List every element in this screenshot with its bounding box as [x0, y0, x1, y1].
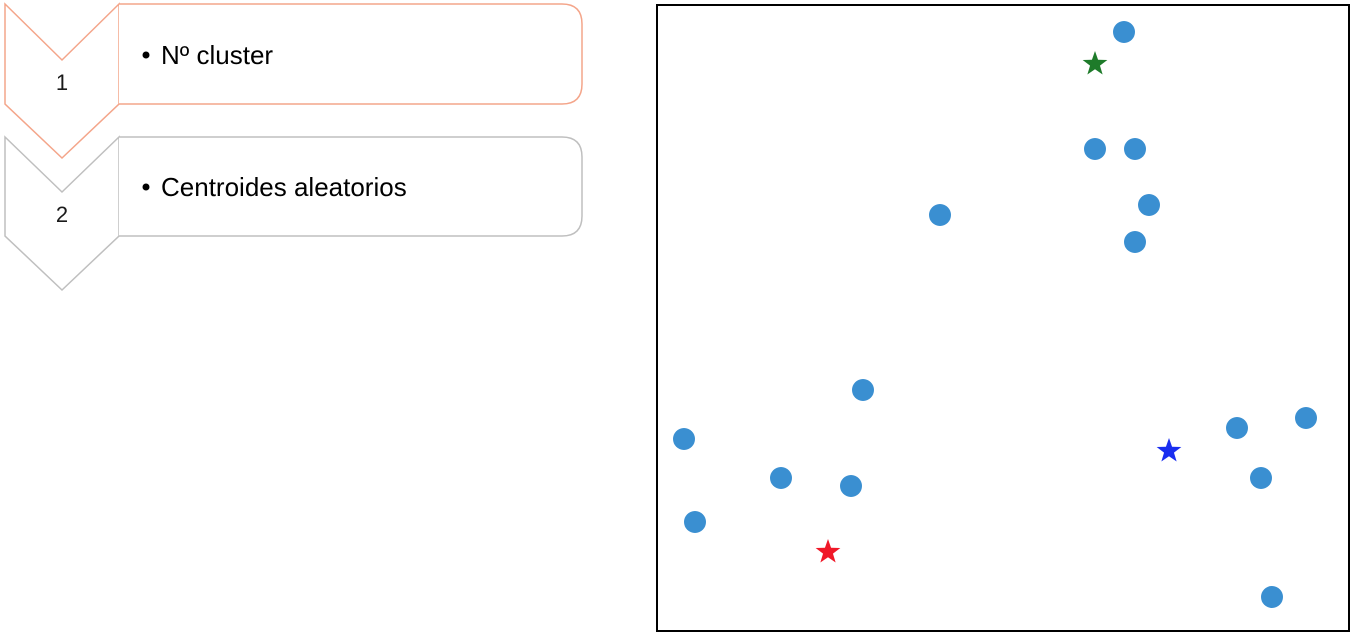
step-1-box	[119, 3, 583, 105]
data-point-marker	[840, 475, 862, 497]
step-1-text: Nº cluster	[161, 40, 273, 70]
step-2-text: Centroides aleatorios	[161, 172, 407, 202]
data-point-marker	[1084, 138, 1106, 160]
scatter-plot	[656, 4, 1350, 632]
step-2-number: 2	[56, 202, 68, 227]
data-point-marker	[1138, 194, 1160, 216]
data-point-marker	[770, 467, 792, 489]
data-point-marker	[1113, 21, 1135, 43]
centroid-star-marker	[815, 539, 841, 563]
data-point-marker	[684, 511, 706, 533]
data-point-marker	[852, 379, 874, 401]
step-1-number: 1	[56, 70, 68, 95]
centroid-star-marker	[1156, 438, 1182, 462]
data-point-marker	[929, 204, 951, 226]
data-point-marker	[1250, 467, 1272, 489]
data-point-marker	[1124, 138, 1146, 160]
step-1-bullet	[142, 51, 150, 59]
data-point-marker	[1226, 417, 1248, 439]
data-point-marker	[1295, 407, 1317, 429]
process-steps: 1 Nº cluster 2 Centroides aleatorios	[4, 2, 583, 292]
scatter-canvas	[673, 21, 1317, 608]
data-point-marker	[673, 428, 695, 450]
step-1: 1 Nº cluster	[4, 2, 583, 160]
step-2-bullet	[142, 183, 150, 191]
centroid-star-marker	[1082, 51, 1108, 75]
data-point-marker	[1124, 231, 1146, 253]
step-2-box	[119, 136, 583, 237]
data-point-marker	[1261, 586, 1283, 608]
step-2: 2 Centroides aleatorios	[4, 135, 583, 292]
